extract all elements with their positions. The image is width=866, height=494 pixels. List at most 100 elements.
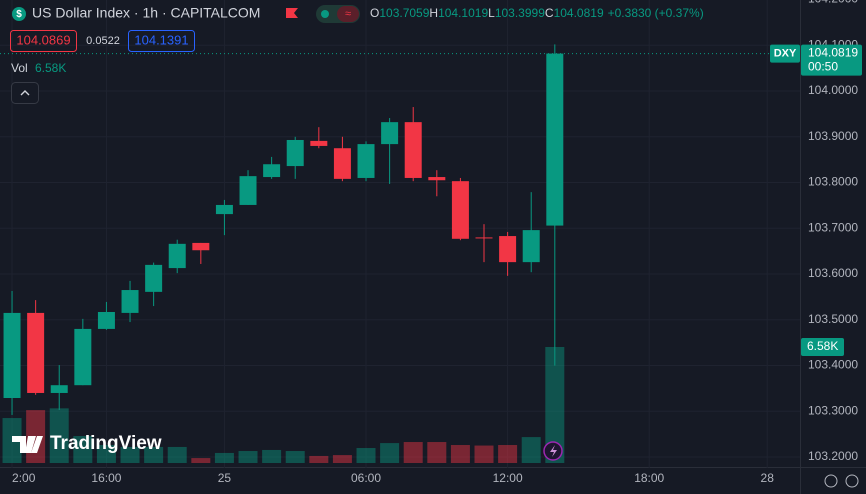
globe-icon[interactable]: [824, 474, 838, 488]
volume-bar: [238, 451, 258, 463]
candle-body: [97, 312, 115, 329]
volume-bar: [356, 448, 376, 463]
candle-body: [286, 139, 304, 167]
y-tick-label: 103.8000: [808, 175, 858, 189]
candle-body: [310, 140, 328, 146]
price-tag-label: 104.0819: [808, 46, 858, 60]
candle-body: [27, 312, 45, 393]
settings-icon[interactable]: [845, 474, 859, 488]
volume-bar: [285, 451, 305, 463]
logo-text: TradingView: [50, 433, 162, 454]
ohlc-value: 104.1019: [438, 6, 488, 20]
volume-bar: [144, 446, 164, 463]
volume-key: Vol: [11, 61, 28, 75]
toggle-dot: [321, 10, 329, 18]
candle-body: [215, 204, 233, 215]
y-tick-label: 104.2000: [808, 0, 858, 6]
volume-bar: [167, 446, 187, 463]
volume-bar: [450, 445, 470, 463]
volume-value: 6.58K: [35, 61, 66, 75]
candle-body: [50, 385, 68, 393]
ohlc-key: L: [488, 6, 495, 20]
logo-mark: [12, 436, 43, 453]
collapse-button[interactable]: [11, 82, 39, 104]
x-tick-label: 25: [218, 471, 232, 485]
y-tick-label: 103.9000: [808, 129, 858, 143]
volume-bar: [332, 455, 352, 463]
y-tick-label: 103.2000: [808, 449, 858, 463]
symbol-icon-glyph: $: [16, 9, 22, 20]
candle-body: [499, 236, 517, 263]
volume-tag: [801, 338, 844, 356]
x-tick-label: 18:00: [634, 471, 664, 485]
volume-bar: [214, 452, 234, 463]
volume-bar: [380, 443, 400, 463]
ohlc-value: 103.3999: [495, 6, 545, 20]
ohlc-value: 104.0819: [554, 6, 604, 20]
candle-body: [74, 328, 92, 386]
bid-box[interactable]: [10, 30, 77, 52]
event-bolt: [550, 445, 557, 457]
candle-body: [475, 237, 493, 239]
spread: 0.0522: [86, 35, 120, 47]
volume-bar: [96, 445, 116, 463]
y-tick-label: 103.7000: [808, 220, 858, 234]
countdown: 00:50: [808, 60, 838, 74]
symbol-title[interactable]: US Dollar Index · 1h · CAPITALCOM: [32, 5, 260, 21]
volume-bar: [474, 445, 494, 463]
candle-body: [357, 144, 375, 178]
x-tick-label: 16:00: [91, 471, 121, 485]
collapse-arrow: [20, 90, 30, 96]
candle-body: [168, 243, 186, 269]
volume-bar: [427, 442, 447, 463]
y-tick-label: 103.6000: [808, 266, 858, 280]
ohlc: O103.7059H104.1019L103.3999C104.0819 +0.3…: [370, 6, 704, 20]
volume-bar: [49, 408, 69, 463]
ohlc-change: +0.3830 (+0.37%): [608, 6, 704, 20]
volume-bar: [262, 449, 282, 463]
candle-body: [145, 264, 163, 292]
toggle-wave[interactable]: [337, 6, 359, 22]
ohlc-key: H: [429, 6, 438, 20]
logo: TradingView: [12, 433, 162, 454]
x-tick-label: 12:00: [493, 471, 523, 485]
ohlc-value: 103.7059: [379, 6, 429, 20]
candle-body: [381, 122, 399, 145]
volume-bar: [521, 437, 541, 463]
ohlc-key: O: [370, 6, 379, 20]
volume-tag-label: 6.58K: [807, 339, 838, 353]
symbol-tag-label: DXY: [774, 47, 797, 59]
volume-bar: [120, 446, 140, 463]
volume-bar: [498, 445, 518, 463]
candle-body: [404, 122, 422, 178]
y-tick-label: 103.4000: [808, 358, 858, 372]
x-tick-label: 06:00: [351, 471, 381, 485]
candle-body: [428, 177, 446, 181]
volume-bar: [191, 458, 211, 463]
flag-icon[interactable]: [286, 8, 298, 18]
toggle-wave-glyph: ≈: [345, 8, 351, 20]
candle-body: [192, 242, 210, 251]
ask-box[interactable]: [128, 30, 195, 52]
candle-body: [239, 176, 257, 205]
volume-bar: [73, 436, 93, 463]
volume-bar: [545, 347, 565, 463]
volume-bar: [309, 455, 329, 463]
x-tick-label: 28: [761, 471, 775, 485]
candle-body: [333, 148, 351, 179]
bid: 104.0869: [16, 32, 70, 47]
plot: [0, 0, 800, 468]
y-tick-label: 104.0000: [808, 83, 858, 97]
candle-body: [522, 230, 540, 263]
symbol-icon: [12, 7, 26, 21]
y-tick-label: 103.5000: [808, 312, 858, 326]
ask: 104.1391: [134, 32, 188, 47]
candle-body: [546, 53, 564, 226]
price-tag: [801, 44, 862, 76]
legend: $ US Dollar Index · 1h · CAPITALCOM ≈ O1…: [10, 5, 704, 104]
candle-body: [263, 164, 281, 178]
candle-body: [121, 290, 139, 313]
ohlc-key: C: [545, 6, 554, 20]
